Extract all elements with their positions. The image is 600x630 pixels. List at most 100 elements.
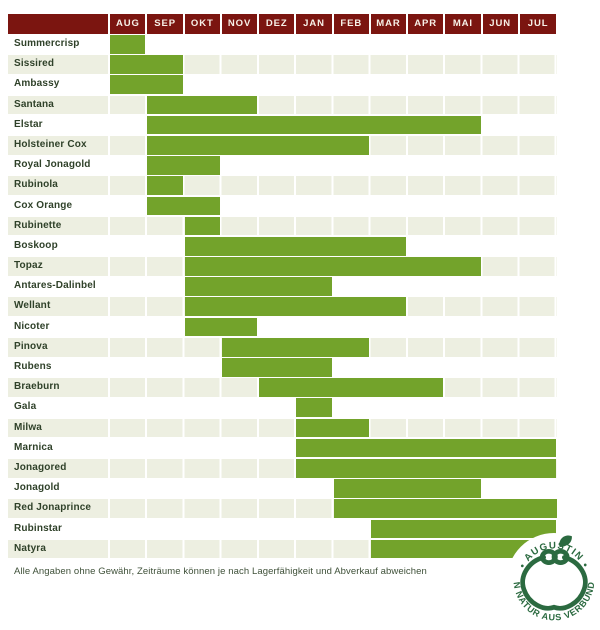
variety-label: Rubinola: [14, 179, 58, 191]
availability-bar: [184, 317, 258, 337]
availability-bar: [184, 236, 407, 256]
availability-bar: [221, 358, 332, 377]
availability-bar: [147, 156, 220, 175]
variety-row: Marnica: [8, 438, 557, 458]
apple-infinity-icon: [520, 548, 588, 611]
column-grid-lines: [108, 216, 557, 236]
variety-label: Pinova: [14, 340, 48, 352]
month-header-sep: SEP: [147, 14, 183, 34]
availability-bar: [259, 378, 444, 397]
leaf-icon: [559, 535, 572, 548]
availability-bar: [147, 115, 481, 135]
month-header-okt: OKT: [184, 14, 220, 34]
variety-label: Natyra: [14, 542, 47, 554]
variety-label: Wellant: [14, 300, 51, 312]
variety-label: Santana: [14, 98, 54, 110]
availability-bar: [221, 337, 369, 357]
variety-row: Antares-Dalinbel: [8, 277, 557, 296]
month-header-row: AUG SEP OKT NOV DEZ JAN FEB MAR APR MAI JUN JUL: [8, 14, 557, 34]
variety-label: Summercrisp: [14, 38, 80, 49]
month-header-apr: APR: [408, 14, 444, 34]
availability-bar: [147, 196, 220, 216]
variety-label: Milwa: [14, 421, 42, 433]
variety-label: Braeburn: [14, 381, 60, 393]
variety-label: Topaz: [14, 260, 43, 272]
variety-row: Rubinstar: [8, 519, 557, 539]
variety-row: Rubens: [8, 358, 557, 377]
availability-bar: [296, 398, 332, 418]
availability-bar: [370, 539, 557, 559]
availability-bar: [333, 479, 481, 498]
column-grid-lines: [108, 55, 557, 74]
variety-row: Red Jonaprince: [8, 499, 557, 518]
month-header-mar: MAR: [370, 14, 407, 34]
variety-row: Ambassy: [8, 75, 557, 95]
variety-row: Gala: [8, 398, 557, 418]
variety-label: Elstar: [14, 118, 43, 130]
variety-row: Royal Jonagold: [8, 156, 557, 175]
variety-row: Jonagored: [8, 458, 557, 478]
variety-label: Holsteiner Cox: [14, 138, 87, 150]
availability-bar: [184, 297, 407, 317]
availability-chart: AUG SEP OKT NOV DEZ JAN FEB MAR APR MAI JUN JUL Sum…: [8, 14, 557, 559]
availability-bar: [147, 135, 369, 155]
header-corner-block: [8, 14, 109, 34]
variety-label: Cox Orange: [14, 199, 73, 211]
month-header-aug: AUG: [110, 14, 146, 34]
variety-row: Rubinette: [8, 216, 557, 236]
column-grid-lines: [108, 176, 557, 195]
augustin-logo: • AUGUSTIN • VON NATUR AUS VERBUNDEN: [507, 533, 600, 627]
variety-row: Milwa: [8, 418, 557, 438]
chart-rows: Summercrisp Sissired Ambassy Santana Elstar H…: [8, 35, 557, 559]
augustin-logo-svg: • AUGUSTIN • VON NATUR AUS VERBUNDEN: [507, 533, 600, 627]
variety-row: Summercrisp: [8, 35, 557, 54]
availability-bar: [370, 519, 557, 539]
variety-label: Sissired: [14, 58, 55, 70]
availability-bar: [296, 458, 557, 478]
variety-row: Boskoop: [8, 236, 557, 256]
availability-bar: [184, 216, 220, 236]
variety-label: Boskoop: [14, 239, 58, 251]
variety-row: Rubinola: [8, 176, 557, 195]
variety-label: Royal Jonagold: [14, 159, 91, 171]
month-header-mai: MAI: [445, 14, 481, 34]
availability-bar: [296, 418, 369, 438]
variety-label: Rubinette: [14, 219, 62, 231]
variety-row: Holsteiner Cox: [8, 135, 557, 155]
availability-bar: [147, 176, 183, 195]
availability-bar: [333, 499, 557, 518]
availability-bar: [147, 95, 258, 115]
variety-row: Cox Orange: [8, 196, 557, 216]
variety-row: Santana: [8, 95, 557, 115]
month-header-jul: JUL: [519, 14, 557, 34]
variety-row: Jonagold: [8, 479, 557, 498]
variety-label: Rubens: [14, 361, 52, 372]
month-header-nov: NOV: [221, 14, 258, 34]
variety-row: Elstar: [8, 115, 557, 135]
variety-row: Sissired: [8, 55, 557, 74]
availability-bar: [110, 75, 183, 95]
variety-label: Antares-Dalinbel: [14, 280, 96, 292]
variety-label: Ambassy: [14, 78, 60, 90]
variety-label: Red Jonaprince: [14, 502, 92, 514]
availability-bar: [110, 35, 146, 54]
month-header-dez: DEZ: [259, 14, 295, 34]
variety-label: Marnica: [14, 441, 53, 453]
variety-label: Jonagold: [14, 482, 60, 494]
availability-bar: [110, 55, 183, 74]
variety-label: Nicoter: [14, 320, 50, 332]
variety-row: Braeburn: [8, 378, 557, 397]
availability-bar: [184, 277, 332, 296]
variety-row: Nicoter: [8, 317, 557, 337]
variety-row: Topaz: [8, 257, 557, 276]
variety-label: Gala: [14, 401, 37, 413]
variety-label: Rubinstar: [14, 522, 63, 534]
month-header-feb: FEB: [333, 14, 369, 34]
month-header-jun: JUN: [482, 14, 518, 34]
variety-row: Pinova: [8, 337, 557, 357]
month-header-jan: JAN: [296, 14, 332, 34]
variety-label: Jonagored: [14, 461, 67, 473]
variety-row: Wellant: [8, 297, 557, 317]
availability-bar: [296, 438, 557, 458]
